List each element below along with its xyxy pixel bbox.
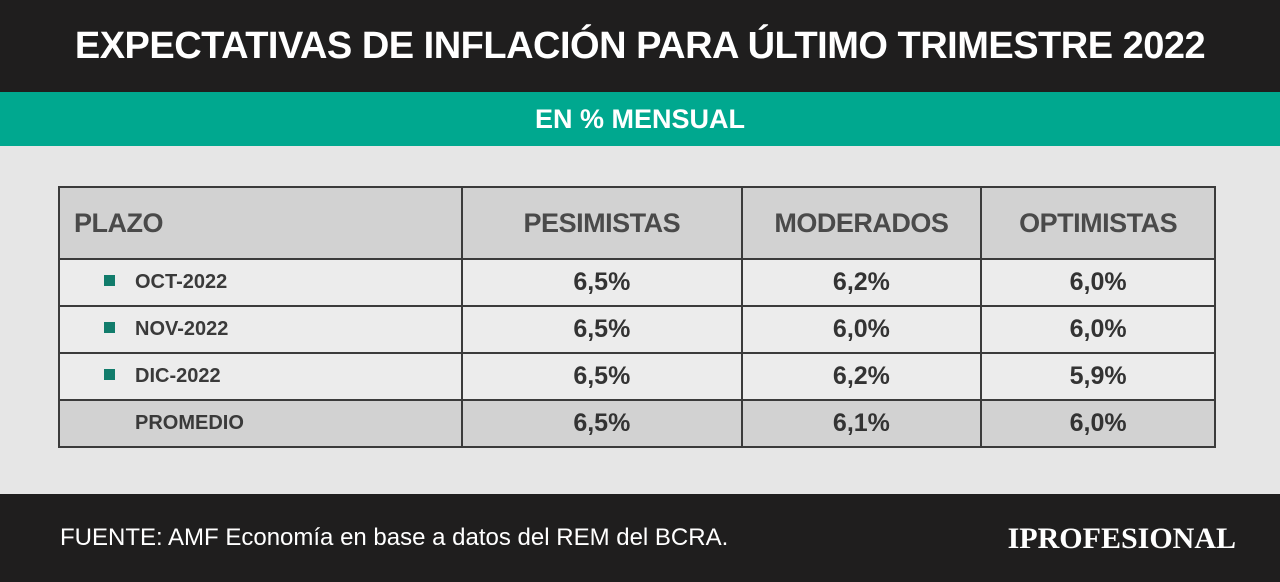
table-row: NOV-2022 6,5% 6,0% 6,0% [57,305,1216,354]
value-optimistas: 6,0% [980,399,1216,448]
value-optimistas: 5,9% [980,352,1216,401]
row-label: PROMEDIO [57,399,464,448]
table-row-average: PROMEDIO 6,5% 6,1% 6,0% [57,399,1216,448]
row-label: NOV-2022 [135,318,229,340]
subtitle: EN % MENSUAL [534,103,745,134]
table-row: DIC-2022 6,5% 6,2% 5,9% [57,352,1216,401]
value-optimistas: 6,0% [980,305,1216,354]
footer-bar: FUENTE: AMF Economía en base a datos del… [0,494,1280,582]
subtitle-band: EN % MENSUAL [0,92,1280,146]
value-pesimistas: 6,5% [461,305,743,354]
header-bar: EXPECTATIVAS DE INFLACIÓN PARA ÚLTIMO TR… [0,0,1280,92]
value-moderados: 6,2% [740,352,983,401]
row-label-cell: NOV-2022 [57,305,464,354]
column-header-moderados: MODERADOS [740,186,983,260]
table-row: OCT-2022 6,5% 6,2% 6,0% [57,258,1216,307]
row-label-cell: OCT-2022 [57,258,464,307]
source-note: FUENTE: AMF Economía en base a datos del… [60,524,729,551]
column-header-optimistas: OPTIMISTAS [980,186,1216,260]
value-pesimistas: 6,5% [461,399,743,448]
row-label: OCT-2022 [135,271,228,293]
square-bullet-icon [104,369,115,380]
value-moderados: 6,2% [740,258,983,307]
table-header-row: PLAZO PESIMISTAS MODERADOS OPTIMISTAS [57,186,1216,260]
value-moderados: 6,1% [740,399,983,448]
column-header-plazo: PLAZO [57,186,464,260]
page-title: EXPECTATIVAS DE INFLACIÓN PARA ÚLTIMO TR… [74,24,1206,67]
value-pesimistas: 6,5% [461,258,743,307]
row-label-cell: DIC-2022 [57,352,464,401]
brand-logo: IPROFESIONAL [1007,522,1236,555]
inflation-table: PLAZO PESIMISTAS MODERADOS OPTIMISTAS OC… [57,186,1216,448]
square-bullet-icon [104,322,115,333]
square-bullet-icon [104,275,115,286]
value-moderados: 6,0% [740,305,983,354]
row-label: DIC-2022 [135,365,221,387]
value-pesimistas: 6,5% [461,352,743,401]
value-optimistas: 6,0% [980,258,1216,307]
column-header-pesimistas: PESIMISTAS [461,186,743,260]
